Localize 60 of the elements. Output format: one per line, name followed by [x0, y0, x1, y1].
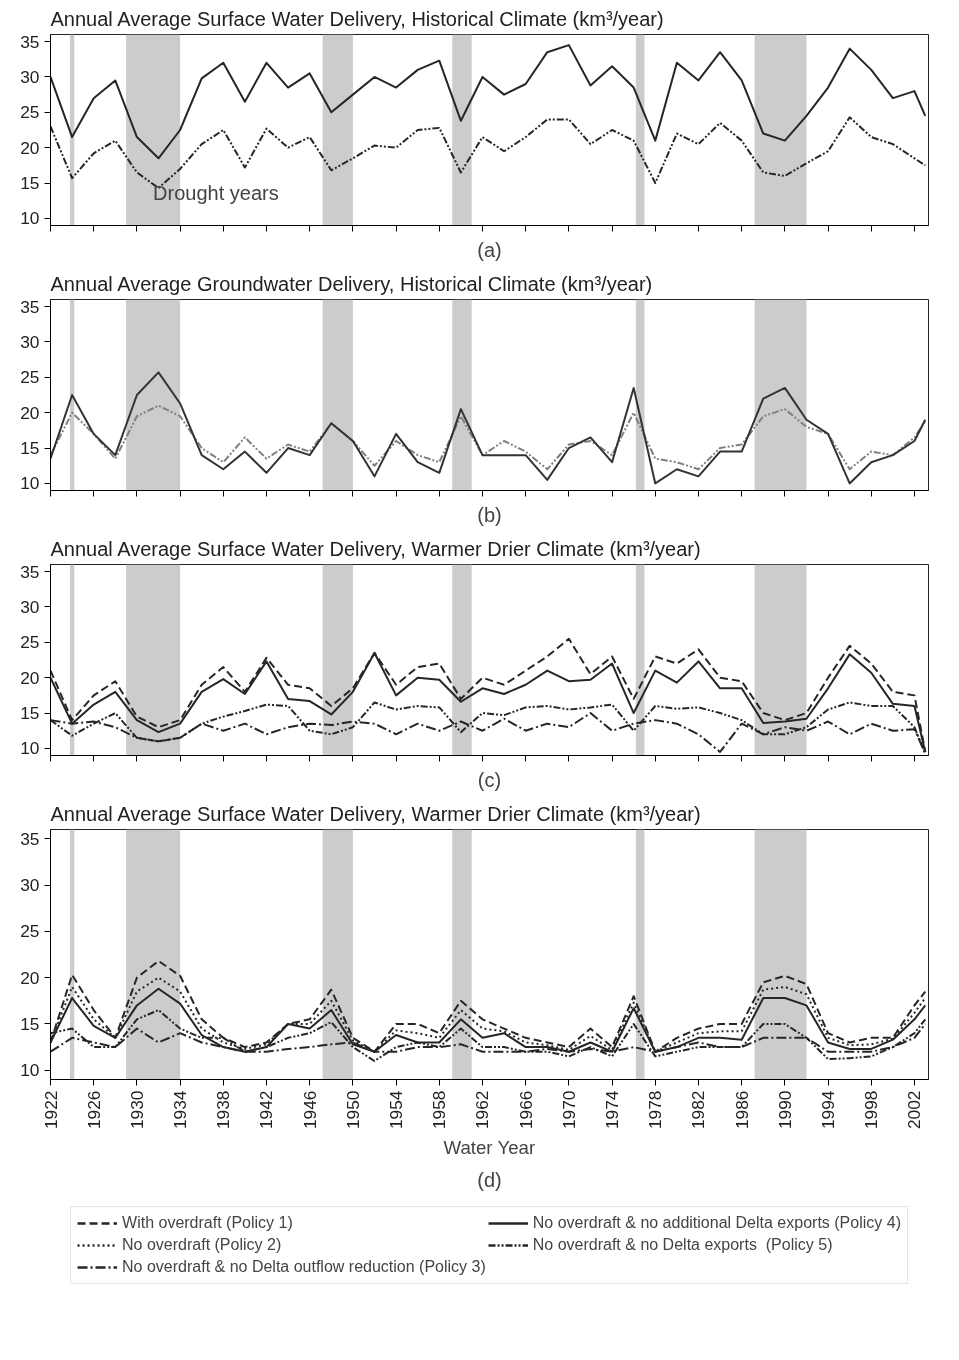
x-tick-label: 1922	[40, 1090, 61, 1130]
x-tick-label: 1930	[126, 1090, 147, 1130]
y-tick-label: 25	[20, 102, 40, 123]
legend-label: No overdraft & no Delta outflow reduction (Policy 3)	[122, 1258, 486, 1276]
legend-label: No overdraft (Policy 2)	[122, 1236, 282, 1254]
x-tick-label: 1974	[602, 1090, 623, 1130]
y-tick-label: 30	[20, 66, 40, 87]
y-tick-label: 20	[20, 667, 40, 688]
y-tick-label: 15	[20, 1013, 40, 1034]
x-tick-label: 1978	[645, 1090, 666, 1130]
text: (a)	[477, 238, 502, 261]
y-tick-label: 25	[20, 367, 40, 388]
x-tick-label: 1954	[386, 1090, 407, 1130]
y-tick-label: 30	[20, 875, 40, 896]
x-tick-label: 1946	[299, 1090, 320, 1130]
x-tick-label: 1950	[342, 1090, 363, 1130]
x-tick-label: 1966	[515, 1090, 536, 1130]
x-tick-label: 1962	[472, 1090, 493, 1130]
y-tick-label: 20	[20, 402, 40, 423]
y-tick-label: 30	[20, 331, 40, 352]
y-tick-label: 10	[20, 738, 40, 759]
x-tick-label: 1934	[170, 1090, 191, 1130]
y-tick-label: 15	[20, 173, 40, 194]
x-tick-label: 2002	[904, 1090, 925, 1130]
x-tick-label: 1990	[774, 1090, 795, 1130]
chart-title: Annual Average Surface Water Delivery, Warmer Drier Climate (km³/year)	[50, 802, 701, 825]
text: (c)	[477, 768, 502, 791]
y-tick-label: 10	[20, 1060, 40, 1081]
y-tick-label: 20	[20, 967, 40, 988]
y-tick-label: 15	[20, 703, 40, 724]
x-tick-label: 1926	[83, 1090, 104, 1130]
x-tick-label: 1986	[731, 1090, 752, 1130]
y-tick-label: 25	[20, 921, 40, 942]
y-tick-label: 10	[20, 473, 40, 494]
legend-label: No overdraft & no additional Delta exports (Policy 4)	[532, 1214, 901, 1232]
x-tick-label: 1970	[558, 1090, 579, 1130]
y-tick-label: 35	[20, 296, 40, 317]
x-axis-title: Water Year	[443, 1137, 536, 1159]
y-tick-label: 15	[20, 438, 40, 459]
x-tick-label: 1958	[429, 1090, 450, 1130]
x-tick-label: 1982	[688, 1090, 709, 1130]
legend-label: With overdraft (Policy 1)	[122, 1214, 293, 1232]
y-tick-label: 35	[20, 561, 40, 582]
y-tick-label: 30	[20, 596, 40, 617]
x-tick-label: 1938	[213, 1090, 234, 1130]
chart-title: Annual Average Surface Water Delivery, Historical Climate (km³/year)	[50, 7, 664, 30]
legend-label: No overdraft & no Delta exports (Policy 5)	[532, 1236, 833, 1254]
text: (d)	[477, 1168, 502, 1191]
y-tick-label: 10	[20, 208, 40, 229]
x-tick-label: 1998	[861, 1090, 882, 1130]
y-tick-label: 25	[20, 632, 40, 653]
y-tick-label: 35	[20, 828, 40, 849]
chart-title: Annual Average Groundwater Delivery, Historical Climate (km³/year)	[50, 272, 653, 295]
annotation: Drought years	[153, 181, 279, 204]
chart-title: Annual Average Surface Water Delivery, Warmer Drier Climate (km³/year)	[50, 537, 701, 560]
y-tick-label: 35	[20, 31, 40, 52]
text: (b)	[477, 503, 502, 526]
y-tick-label: 20	[20, 137, 40, 158]
x-tick-label: 1942	[256, 1090, 277, 1130]
x-tick-label: 1994	[818, 1090, 839, 1130]
